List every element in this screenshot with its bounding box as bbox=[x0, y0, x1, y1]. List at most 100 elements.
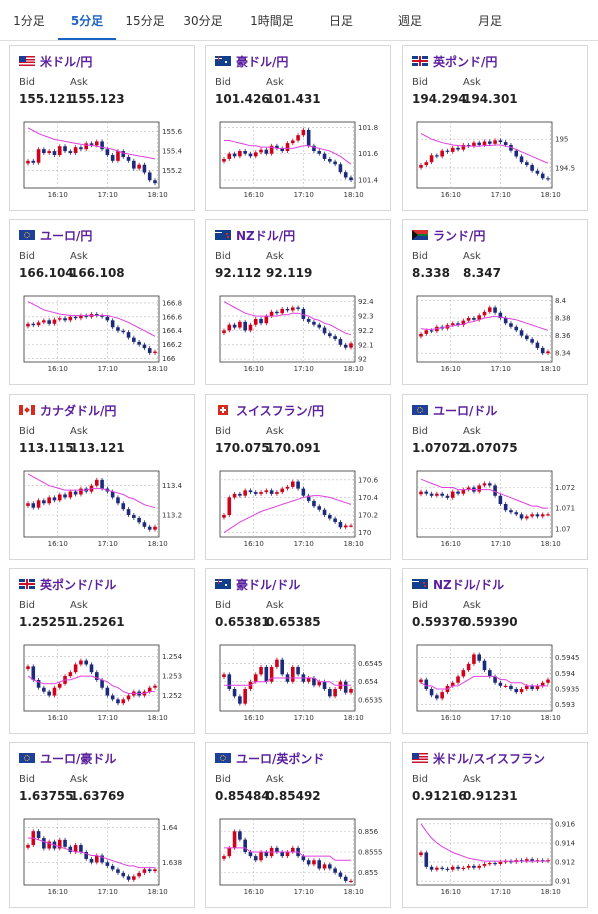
pair-title[interactable]: ユーロ/英ポンド bbox=[236, 751, 325, 766]
candle-body bbox=[509, 323, 513, 327]
currency-card[interactable]: ユーロ/円 Bid Ask 166.104 166.108 166.8 166.6 166.4… bbox=[9, 219, 195, 385]
candle-body bbox=[317, 681, 322, 686]
x-tick-label: 16:10 bbox=[48, 365, 68, 373]
pair-title[interactable]: NZドル/ドル bbox=[433, 577, 505, 592]
pair-title[interactable]: 英ポンド/ドル bbox=[40, 577, 117, 592]
candle-body bbox=[290, 481, 295, 487]
tab-3[interactable]: 30分足 bbox=[183, 14, 223, 28]
pair-title[interactable]: ランド/円 bbox=[433, 228, 486, 243]
candle-body bbox=[73, 316, 78, 319]
plot-area bbox=[23, 121, 160, 189]
pair-title[interactable]: ユーロ/豪ドル bbox=[40, 751, 117, 766]
candle-body bbox=[259, 318, 263, 324]
tab-2[interactable]: 15分足 bbox=[125, 14, 165, 28]
candle-body bbox=[317, 151, 322, 154]
pair-title[interactable]: ユーロ/ドル bbox=[433, 403, 498, 418]
pair-title[interactable]: NZドル/円 bbox=[236, 228, 296, 243]
pair-title[interactable]: ユーロ/円 bbox=[40, 228, 93, 243]
currency-card[interactable]: 豪ドル/円 Bid Ask 101.426 101.431 101.8 101.6 101.4… bbox=[205, 45, 391, 211]
pair-title[interactable]: 米ドル/スイスフラン bbox=[433, 751, 546, 766]
currency-card[interactable]: ランド/円 Bid Ask 8.338 8.347 8.4 8.38 8.36 8.34 16:1… bbox=[402, 219, 588, 385]
candle-body bbox=[232, 493, 237, 498]
candle-body bbox=[546, 514, 550, 516]
candle-body bbox=[419, 679, 423, 683]
candle-body bbox=[322, 327, 327, 334]
pair-title[interactable]: 英ポンド/円 bbox=[433, 54, 498, 69]
y-tick-label: 92.2 bbox=[358, 327, 374, 335]
candle-body bbox=[264, 490, 269, 493]
candlestick-chart: 1.254 1.253 1.252 16:10 17:10 18:10 bbox=[23, 644, 183, 722]
candle-body bbox=[456, 866, 460, 869]
card-header: ランド/円 bbox=[412, 228, 486, 243]
bid-label: Bid bbox=[215, 251, 231, 262]
currency-card[interactable]: 英ポンド/円 Bid Ask 194.294 194.301 195 194.5 16:10 1… bbox=[402, 45, 588, 211]
x-tick-label: 16:10 bbox=[244, 365, 264, 373]
candle-body bbox=[238, 696, 242, 704]
currency-card[interactable]: NZドル/ドル Bid Ask 0.59376 0.59390 0.5945 0.594 0.… bbox=[402, 568, 588, 734]
candlestick-chart: 0.856 0.8555 0.855 16:10 17:10 18:10 bbox=[219, 818, 383, 896]
candlestick-chart: 166.8 166.6 166.4 166.2 166 16:10 17:10 18:10 bbox=[23, 295, 183, 373]
candle-body bbox=[31, 323, 36, 326]
candle-body bbox=[142, 344, 147, 349]
ask-value: 170.091 bbox=[266, 441, 321, 455]
candle-body bbox=[525, 516, 529, 519]
x-tick-label: 18:10 bbox=[541, 714, 561, 722]
y-tick-label: 155.6 bbox=[162, 128, 183, 136]
pair-title[interactable]: カナダドル/円 bbox=[40, 403, 117, 418]
candle-body bbox=[429, 689, 434, 696]
candle-body bbox=[42, 149, 46, 154]
candle-body bbox=[100, 315, 104, 317]
gb-flag bbox=[412, 56, 428, 66]
candle-body bbox=[333, 868, 337, 873]
tab-1[interactable]: 5分足 bbox=[58, 0, 116, 40]
bid-value: 113.115 bbox=[19, 441, 74, 455]
candle-body bbox=[461, 320, 466, 326]
currency-card[interactable]: 豪ドル/ドル Bid Ask 0.65381 0.65385 0.6545 0.654 0.6… bbox=[205, 568, 391, 734]
candle-body bbox=[89, 664, 94, 673]
tab-5[interactable]: 日足 bbox=[328, 14, 353, 28]
candle-body bbox=[142, 869, 147, 873]
candle-body bbox=[290, 140, 295, 144]
pair-title[interactable]: 豪ドル/ドル bbox=[236, 577, 301, 592]
y-tick-label: 155.2 bbox=[162, 167, 182, 175]
candle-body bbox=[243, 490, 247, 496]
currency-card[interactable]: 英ポンド/ドル Bid Ask 1.25251 1.25261 1.254 1.253 1.2… bbox=[9, 568, 195, 734]
pair-title[interactable]: 米ドル/円 bbox=[40, 54, 93, 69]
currency-card[interactable]: ユーロ/ドル Bid Ask 1.07072 1.07075 1.072 1.071 1.07… bbox=[402, 394, 588, 560]
pair-title[interactable]: スイスフラン/円 bbox=[236, 403, 325, 418]
card-header: ユーロ/豪ドル bbox=[19, 751, 117, 766]
currency-card[interactable]: 米ドル/スイスフラン Bid Ask 0.91216 0.91231 0.916 0.914… bbox=[402, 742, 588, 908]
pair-title[interactable]: 豪ドル/円 bbox=[236, 54, 289, 69]
candle-body bbox=[142, 164, 147, 173]
bid-label: Bid bbox=[412, 251, 428, 262]
tab-0[interactable]: 1分足 bbox=[13, 14, 45, 28]
tab-6[interactable]: 週足 bbox=[397, 14, 422, 28]
tab-7[interactable]: 月足 bbox=[477, 14, 502, 28]
currency-card[interactable]: NZドル/円 Bid Ask 92.112 92.119 92.4 92.3 92.2 92.1… bbox=[205, 219, 391, 385]
candle-body bbox=[461, 144, 466, 150]
candle-body bbox=[153, 351, 157, 353]
candle-body bbox=[482, 660, 487, 671]
ca-flag bbox=[19, 405, 35, 415]
candle-body bbox=[42, 838, 46, 849]
ask-label: Ask bbox=[70, 600, 88, 611]
tab-4[interactable]: 1時間足 bbox=[250, 14, 294, 28]
currency-card[interactable]: スイスフラン/円 Bid Ask 170.075 170.091 170.6 170.4 17… bbox=[205, 394, 391, 560]
currency-card[interactable]: カナダドル/円 Bid Ask 113.115 113.121 113.4 113.2 16:… bbox=[9, 394, 195, 560]
candle-body bbox=[285, 486, 290, 489]
currency-card[interactable]: ユーロ/英ポンド Bid Ask 0.85484 0.85492 0.856 0.8555 0… bbox=[205, 742, 391, 908]
candle-body bbox=[36, 831, 41, 839]
candle-body bbox=[280, 852, 285, 857]
candle-body bbox=[36, 322, 41, 326]
candle-body bbox=[450, 323, 455, 326]
bid-label: Bid bbox=[215, 600, 231, 611]
currency-card[interactable]: 米ドル/円 Bid Ask 155.121 155.123 155.6 155.4 155.2… bbox=[9, 45, 195, 211]
eu-flag bbox=[19, 753, 35, 763]
candle-body bbox=[137, 341, 141, 345]
candle-body bbox=[306, 129, 311, 146]
moving-average-line bbox=[27, 675, 155, 694]
candle-body bbox=[105, 862, 110, 866]
currency-card[interactable]: ユーロ/豪ドル Bid Ask 1.63755 1.63769 1.64 1.638 16:1… bbox=[9, 742, 195, 908]
candle-body bbox=[322, 681, 327, 689]
card-header: ユーロ/円 bbox=[19, 228, 93, 243]
